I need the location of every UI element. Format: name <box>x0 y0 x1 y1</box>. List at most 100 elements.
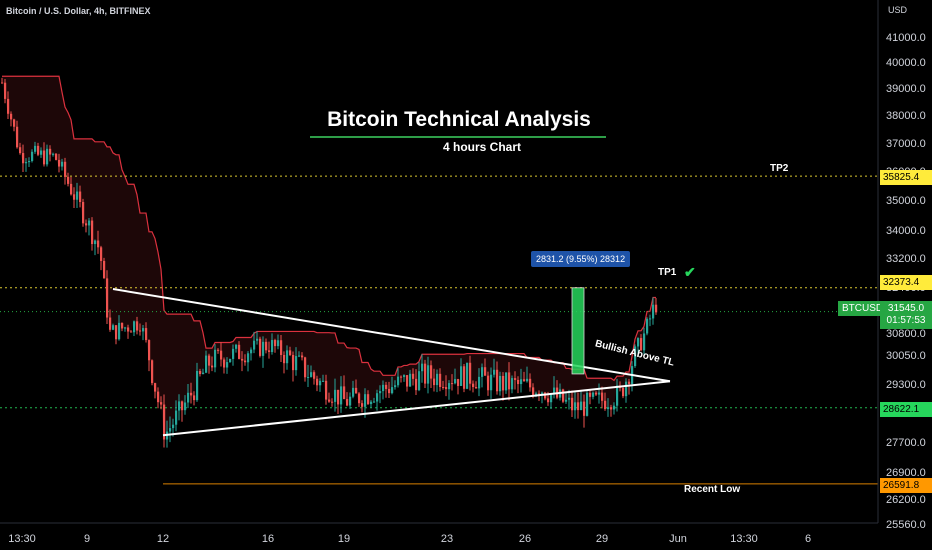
ma-cloud-fill <box>2 76 656 440</box>
candle-body <box>265 341 268 351</box>
candle-body <box>421 363 424 372</box>
candle-body <box>472 383 475 388</box>
candle-body <box>382 384 385 392</box>
candle-body <box>406 375 409 387</box>
candle-body <box>274 340 277 347</box>
candle-body <box>127 327 130 332</box>
candle-body <box>211 365 214 368</box>
symbol-title[interactable]: Bitcoin / U.S. Dollar, 4h, BITFINEX <box>6 6 151 16</box>
candle-body <box>304 357 307 378</box>
time-tick-label: 23 <box>441 533 453 545</box>
candle-body <box>97 240 100 248</box>
candle-body <box>445 387 448 390</box>
candle-body <box>508 372 511 390</box>
candle-body <box>229 358 232 363</box>
candle-body <box>151 360 154 384</box>
candle-body <box>526 378 529 382</box>
candle-body <box>145 328 148 341</box>
measure-tooltip: 2831.2 (9.55%) 28312 <box>531 251 631 267</box>
price-tick-label: 37000.0 <box>886 138 926 150</box>
candle-body <box>448 383 451 390</box>
candle-body <box>139 330 142 332</box>
candle-body <box>571 397 574 411</box>
check-icon: ✔ <box>684 264 696 280</box>
time-tick-label: 26 <box>519 533 531 545</box>
candle-body <box>106 278 109 318</box>
candle-body <box>241 358 244 361</box>
candle-body <box>373 401 376 403</box>
candle-body <box>430 365 433 379</box>
candle-body <box>520 379 523 385</box>
candle-body <box>493 369 496 375</box>
candle-body <box>457 379 460 386</box>
candle-body <box>577 402 580 411</box>
candle-body <box>370 401 373 405</box>
candle-body <box>286 350 289 364</box>
candle-body <box>514 378 517 380</box>
candle-body <box>64 161 67 177</box>
candle-body <box>235 344 238 349</box>
candle-body <box>442 387 445 389</box>
low-price-badge: 26591.8 <box>880 478 932 493</box>
candle-body <box>586 392 589 416</box>
candle-body <box>388 388 391 394</box>
candle-body <box>85 223 88 226</box>
candle-body <box>502 375 505 391</box>
price-tick-label: 41000.0 <box>886 32 926 44</box>
candle-body <box>595 392 598 395</box>
candle-body <box>376 393 379 402</box>
candle-body <box>175 410 178 425</box>
chart-title: Bitcoin Technical Analysis <box>327 108 591 131</box>
candle-body <box>316 378 319 386</box>
candle-body <box>37 145 40 155</box>
candle-body <box>652 304 655 319</box>
price-tick-label: 39000.0 <box>886 83 926 95</box>
candle-body <box>583 401 586 416</box>
candle-body <box>436 373 439 386</box>
candle-body <box>529 378 532 388</box>
time-tick-label: 9 <box>84 533 90 545</box>
candle-body <box>4 82 7 99</box>
candle-body <box>601 392 604 401</box>
candle-body <box>598 392 601 395</box>
candle-body <box>256 338 259 341</box>
candle-body <box>475 387 478 389</box>
candle-body <box>607 407 610 410</box>
candle-body <box>55 153 58 160</box>
tp2-price-badge: 35825.4 <box>880 170 932 185</box>
candle-body <box>88 220 91 226</box>
candle-body <box>292 354 295 371</box>
bar-countdown: 01:57:53 <box>886 315 926 326</box>
candle-body <box>622 388 625 397</box>
candle-body <box>46 148 49 165</box>
candle-body <box>616 385 619 406</box>
candle-body <box>613 405 616 410</box>
candle-body <box>157 391 160 403</box>
last-price-badge: 31545.0 01:57:53 <box>880 301 932 329</box>
candle-body <box>13 119 16 127</box>
candle-body <box>82 202 85 224</box>
candle-body <box>391 387 394 394</box>
candle-body <box>58 159 61 167</box>
candle-body <box>283 354 286 364</box>
candle-body <box>109 317 112 330</box>
candle-body <box>409 373 412 387</box>
candle-body <box>295 356 298 371</box>
candle-body <box>205 355 208 373</box>
candle-body <box>118 322 121 340</box>
candle-body <box>103 260 106 279</box>
candle-body <box>268 350 271 352</box>
candle-body <box>91 220 94 245</box>
price-tick-label: 27700.0 <box>886 437 926 449</box>
price-tick-label: 34000.0 <box>886 225 926 237</box>
candle-body <box>142 328 145 332</box>
candle-body <box>220 350 223 360</box>
candle-body <box>367 394 370 405</box>
candle-body <box>217 349 220 351</box>
candle-body <box>100 247 103 261</box>
candle-body <box>40 150 43 155</box>
candle-body <box>481 367 484 377</box>
candle-body <box>1 82 4 84</box>
candle-body <box>517 379 520 385</box>
